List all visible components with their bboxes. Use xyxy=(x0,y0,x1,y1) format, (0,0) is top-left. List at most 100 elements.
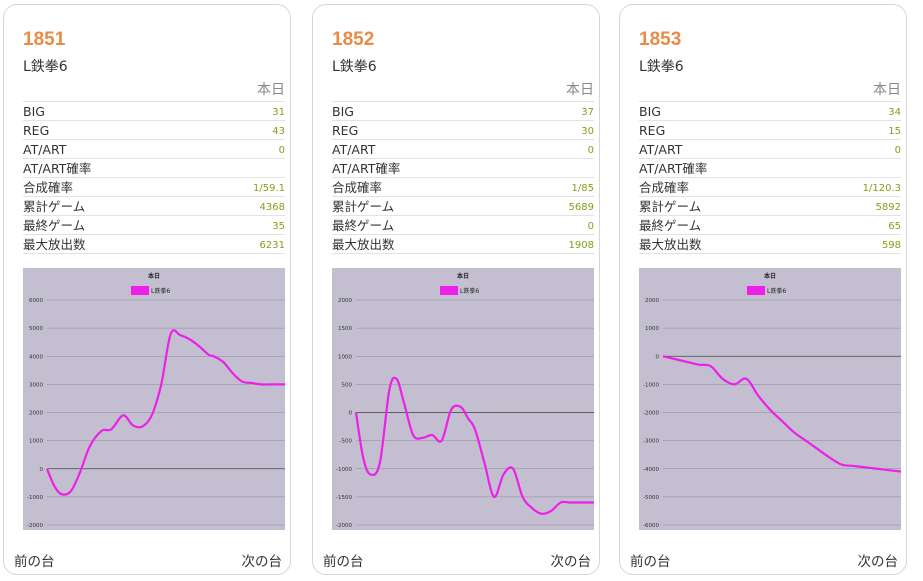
next-machine-link[interactable]: 次の台 xyxy=(857,554,899,570)
stat-label: 合成確率 xyxy=(639,180,690,195)
machine-number[interactable]: 1852 xyxy=(332,29,375,50)
stat-value: 65 xyxy=(888,221,901,232)
legend-label: L鉄拳6 xyxy=(460,287,479,295)
stat-label: 最終ゲーム xyxy=(332,218,395,233)
stat-label: REG xyxy=(23,123,50,138)
stat-label: 最大放出数 xyxy=(23,237,86,252)
stat-label: REG xyxy=(332,123,359,138)
y-tick-label: -5000 xyxy=(643,495,659,501)
stat-value: 0 xyxy=(587,221,594,232)
legend-swatch xyxy=(440,286,458,295)
stat-value: 15 xyxy=(888,126,901,137)
y-tick-label: 1000 xyxy=(338,354,352,360)
stat-label: 合成確率 xyxy=(23,180,74,195)
stats-row: REG 30 xyxy=(332,121,594,140)
chart-title: 本日 xyxy=(457,272,469,280)
slump-chart: 本日 L鉄拳6 2000 1000 0 -1000 -2000 -3000 -4000 -5000… xyxy=(639,268,902,530)
stats-row: BIG 31 xyxy=(23,102,285,121)
y-tick-label: -2000 xyxy=(643,411,659,417)
stat-label: 最終ゲーム xyxy=(23,218,86,233)
y-tick-label: 5000 xyxy=(29,326,43,332)
stats-row: AT/ART 0 xyxy=(23,140,285,159)
chart-title: 本日 xyxy=(764,272,776,280)
stat-label: AT/ART確率 xyxy=(639,161,708,176)
y-tick-label: -3000 xyxy=(643,439,659,445)
next-machine-link[interactable]: 次の台 xyxy=(550,554,592,570)
y-tick-label: -1000 xyxy=(27,495,43,501)
y-tick-label: 0 xyxy=(656,354,660,360)
stats-header: 本日 xyxy=(23,79,285,102)
stat-value: 1908 xyxy=(568,240,594,251)
legend-label: L鉄拳6 xyxy=(151,287,170,295)
stat-label: 累計ゲーム xyxy=(23,199,86,214)
stat-value: 37 xyxy=(581,107,594,118)
stats-row: 最大放出数 6231 xyxy=(23,235,285,254)
stat-value: 0 xyxy=(278,145,285,156)
prev-machine-link[interactable]: 前の台 xyxy=(14,554,55,570)
stat-label: 累計ゲーム xyxy=(332,199,395,214)
legend-swatch xyxy=(747,286,765,295)
y-tick-label: 0 xyxy=(349,411,353,417)
stat-value: 4368 xyxy=(259,202,285,213)
machine-number[interactable]: 1853 xyxy=(639,29,682,50)
y-tick-label: 3000 xyxy=(29,382,43,388)
chart-svg: 本日 L鉄拳6 6000 5000 4000 3000 2000 1000 0 -1000 -200… xyxy=(23,268,285,530)
y-tick-label: 4000 xyxy=(29,354,43,360)
stat-value: 1/120.3 xyxy=(862,183,901,194)
y-tick-label: 1000 xyxy=(645,326,659,332)
stat-label: 累計ゲーム xyxy=(639,199,702,214)
stat-label: AT/ART確率 xyxy=(332,161,401,176)
stat-value: 31 xyxy=(272,107,285,118)
prev-machine-link[interactable]: 前の台 xyxy=(323,554,364,570)
y-tick-label: -1500 xyxy=(336,495,352,501)
y-tick-label: 500 xyxy=(342,382,353,388)
y-tick-label: -4000 xyxy=(643,467,659,473)
series-line xyxy=(45,329,285,496)
stat-label: AT/ART xyxy=(639,142,683,157)
stat-label: 最終ゲーム xyxy=(639,218,702,233)
stat-value: 0 xyxy=(587,145,594,156)
stat-value: 34 xyxy=(888,107,901,118)
machine-model: L鉄拳6 xyxy=(639,59,684,75)
stats-row: 最大放出数 1908 xyxy=(332,235,594,254)
stats-row: 累計ゲーム 5892 xyxy=(639,197,901,216)
stat-value: 35 xyxy=(272,221,285,232)
stats-header: 本日 xyxy=(639,79,901,102)
y-tick-label: 6000 xyxy=(29,298,43,304)
slump-chart: 本日 L鉄拳6 2000 1500 1000 500 0 -500 -1000 -1500 -200… xyxy=(332,268,594,530)
chart-svg: 本日 L鉄拳6 2000 1000 0 -1000 -2000 -3000 -4000 -5000… xyxy=(639,268,902,530)
stats-row: 最大放出数 598 xyxy=(639,235,901,254)
machine-number[interactable]: 1851 xyxy=(23,29,66,50)
stat-label: 合成確率 xyxy=(332,180,383,195)
stats-row: REG 15 xyxy=(639,121,901,140)
machine-model: L鉄拳6 xyxy=(23,59,68,75)
machine-card-1851: 1851 L鉄拳6 本日 BIG 31 REG 43 AT/ART 0 AT/ART… xyxy=(3,4,291,575)
series-line xyxy=(662,355,902,473)
stat-value: 598 xyxy=(881,240,901,251)
stats-row: AT/ART 0 xyxy=(332,140,594,159)
stat-value: 5892 xyxy=(875,202,901,213)
stat-label: AT/ART xyxy=(332,142,376,157)
stats-row: 合成確率 1/85 xyxy=(332,178,594,197)
next-machine-link[interactable]: 次の台 xyxy=(241,554,283,570)
stat-label: BIG xyxy=(332,104,354,119)
stat-label: 最大放出数 xyxy=(332,237,395,252)
y-tick-label: -1000 xyxy=(643,382,659,388)
stat-value: 0 xyxy=(894,145,901,156)
stat-label: AT/ART確率 xyxy=(23,161,92,176)
stats-table: 本日 BIG 37 REG 30 AT/ART 0 AT/ART確率 合成確率 … xyxy=(332,79,594,254)
y-tick-label: 1000 xyxy=(29,439,43,445)
stat-label: BIG xyxy=(23,104,45,119)
stats-header: 本日 xyxy=(332,79,594,102)
y-tick-label: -2000 xyxy=(27,523,43,529)
stats-table: 本日 BIG 31 REG 43 AT/ART 0 AT/ART確率 合成確率 … xyxy=(23,79,285,254)
y-tick-label: 0 xyxy=(40,467,44,473)
stats-row: 累計ゲーム 4368 xyxy=(23,197,285,216)
stats-row: AT/ART確率 xyxy=(332,159,594,178)
y-tick-label: -500 xyxy=(340,439,353,445)
stats-row: AT/ART 0 xyxy=(639,140,901,159)
y-tick-label: 2000 xyxy=(29,411,43,417)
prev-machine-link[interactable]: 前の台 xyxy=(630,554,671,570)
machine-model: L鉄拳6 xyxy=(332,59,377,75)
stat-value: 30 xyxy=(581,126,594,137)
